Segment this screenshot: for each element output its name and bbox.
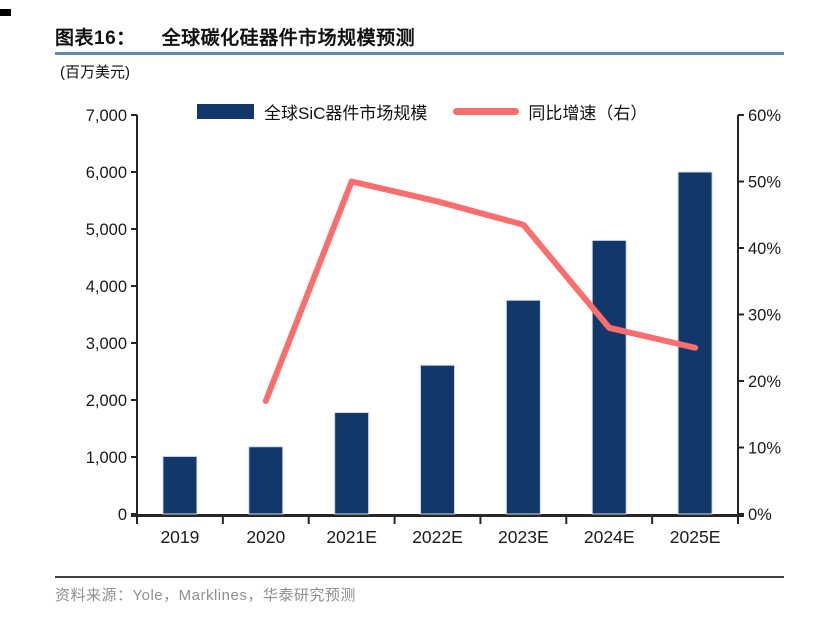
legend-line-label: 同比增速（右） xyxy=(528,104,648,123)
x-axis-category-label: 2022E xyxy=(412,527,463,547)
bar-2023E xyxy=(505,299,541,515)
x-axis-category-label: 2025E xyxy=(670,527,721,547)
legend-item-growth-rate: 同比增速（右） xyxy=(453,99,647,124)
chart-legend: 全球SiC器件市场规模 同比增速（右） xyxy=(197,99,647,124)
figure-title: 图表16： 全球碳化硅器件市场规模预测 xyxy=(55,23,415,50)
growth-rate-line xyxy=(262,178,699,404)
left-axis-tick-label: 2,000 xyxy=(86,392,127,410)
right-axis-tick-label: 30% xyxy=(748,306,781,324)
left-axis-tick-label: 6,000 xyxy=(86,164,127,182)
left-axis-unit-label: (百万美元) xyxy=(60,64,130,81)
right-axis-tick-label: 10% xyxy=(748,439,781,457)
source-divider xyxy=(55,576,784,578)
right-axis-tick-label: 0% xyxy=(748,506,772,524)
bar-2019 xyxy=(162,455,198,515)
bar-series-swatch-icon xyxy=(197,104,254,119)
x-axis-category-label: 2020 xyxy=(246,527,285,547)
line-series-swatch-icon xyxy=(453,108,520,115)
title-underline-divider xyxy=(55,52,784,55)
bar-2022E xyxy=(420,364,455,515)
left-axis-tick-label: 7,000 xyxy=(86,107,127,125)
bar-2021E xyxy=(334,412,370,515)
left-axis-tick-label: 0 xyxy=(118,506,127,524)
x-axis-category-label: 2024E xyxy=(584,527,635,547)
right-axis-tick-label: 40% xyxy=(748,240,781,258)
figure-title-text: 全球碳化硅器件市场规模预测 xyxy=(161,28,416,49)
x-axis-category-label: 2021E xyxy=(326,527,377,547)
bar-2024E xyxy=(591,239,627,515)
left-axis-tick-label: 3,000 xyxy=(86,335,127,353)
left-axis-tick-label: 4,000 xyxy=(86,278,127,296)
bar-2020 xyxy=(248,446,284,515)
page-edge-mark xyxy=(0,9,11,16)
x-axis-category-label: 2023E xyxy=(498,527,549,547)
source-note: 资料来源：Yole，Marklines，华泰研究预测 xyxy=(55,587,356,604)
left-axis-tick-label: 1,000 xyxy=(86,449,127,467)
legend-item-market-size: 全球SiC器件市场规模 xyxy=(197,99,427,124)
legend-bar-label: 全球SiC器件市场规模 xyxy=(264,104,428,123)
right-axis-tick-label: 60% xyxy=(748,107,781,125)
figure-title-prefix: 图表16： xyxy=(55,28,136,49)
left-axis-tick-label: 5,000 xyxy=(86,221,127,239)
right-axis-tick-label: 20% xyxy=(748,373,781,391)
right-axis-tick-label: 50% xyxy=(748,173,781,191)
x-axis-category-label: 2019 xyxy=(160,527,199,547)
